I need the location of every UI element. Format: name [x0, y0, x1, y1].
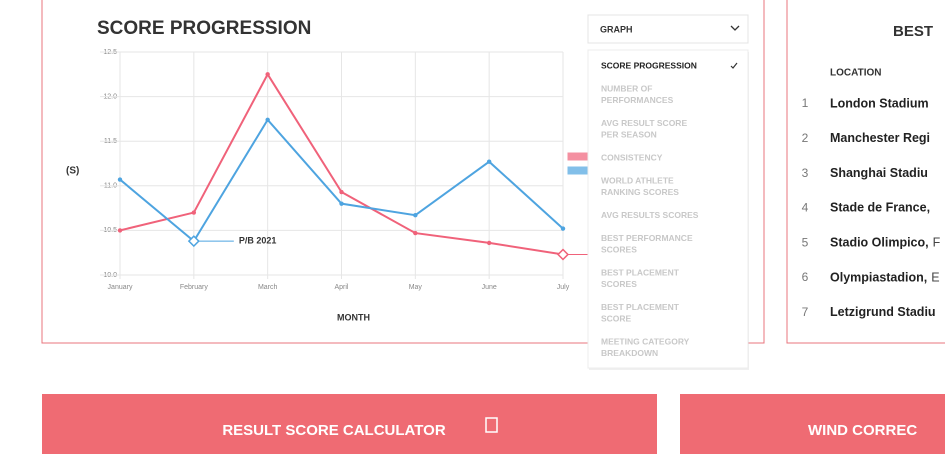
table-header: LOCATION: [830, 68, 881, 79]
dropdown-option[interactable]: PERFORMANCES: [601, 95, 674, 105]
x-tick-label: April: [334, 284, 348, 291]
point: [265, 117, 270, 122]
pb-marker: [187, 235, 200, 248]
button-label[interactable]: RESULT SCORE CALCULATOR: [222, 422, 445, 439]
rank: 1: [802, 96, 809, 110]
x-tick-label: June: [482, 284, 497, 291]
calculator-button[interactable]: [42, 394, 657, 454]
dropdown-option[interactable]: BEST PLACEMENT: [601, 267, 680, 277]
chevron: [730, 25, 740, 31]
best-card: [786, 0, 945, 344]
point: [486, 240, 492, 246]
chart-title: SCORE PROGRESSION: [97, 18, 311, 39]
dropdown-option[interactable]: BREAKDOWN: [601, 348, 658, 358]
dropdown-label: GRAPH: [600, 24, 633, 34]
annotation: P/B 2021: [239, 235, 277, 245]
x-tick-label: February: [180, 284, 209, 291]
location: Stadio Olimpico,: [830, 235, 929, 249]
dropdown-option[interactable]: AVG RESULTS SCORES: [601, 210, 699, 220]
x-tick-label: May: [409, 284, 423, 291]
button-label[interactable]: WIND CORREC: [808, 422, 917, 439]
location: London Stadium: [830, 96, 929, 110]
dropdown-option[interactable]: SCORE PROGRESSION: [601, 60, 697, 70]
point: [191, 210, 197, 215]
dropdown-option[interactable]: CONSISTENCY: [601, 152, 663, 162]
dropdown-option[interactable]: RANKING SCORES: [601, 187, 679, 197]
rank: 5: [802, 235, 809, 249]
point: [339, 201, 344, 206]
y-axis-label: (S): [66, 166, 79, 177]
location-city: E: [931, 270, 939, 284]
rank: 3: [802, 166, 809, 180]
x-axis-label: MONTH: [337, 312, 370, 322]
point: [413, 230, 418, 236]
dropdown-option[interactable]: BEST PERFORMANCE: [601, 233, 693, 243]
dropdown-option[interactable]: BEST PLACEMENT: [601, 302, 680, 312]
checkmark: [730, 62, 738, 69]
location-city: F: [933, 235, 941, 249]
point: [339, 189, 344, 195]
dropdown-option[interactable]: SCORE: [601, 313, 632, 323]
dropdown[interactable]: [587, 14, 749, 44]
dropdown-option[interactable]: MEETING CATEGORY: [601, 336, 690, 346]
location: Stade de France,: [830, 201, 930, 215]
rank: 6: [802, 270, 809, 284]
rank: 7: [802, 305, 809, 319]
point: [560, 226, 566, 231]
point: [117, 228, 123, 233]
dropdown-menu: [587, 49, 749, 369]
point: [486, 159, 492, 164]
wind-button[interactable]: [680, 394, 945, 454]
location: Manchester Regi: [830, 131, 930, 145]
x-tick-label: July: [557, 284, 570, 291]
rank: 2: [802, 131, 809, 145]
dropdown-option[interactable]: AVG RESULT SCORE: [601, 118, 687, 128]
point: [265, 72, 270, 77]
calculator-icon: [485, 417, 498, 433]
x-tick-label: January: [108, 284, 133, 291]
point: [413, 213, 418, 218]
point: [117, 177, 123, 182]
table-title: BEST: [893, 23, 933, 40]
location: Letzigrund Stadiu: [830, 305, 936, 319]
dropdown-option[interactable]: SCORES: [601, 244, 637, 254]
dropdown-option[interactable]: SCORES: [601, 279, 637, 289]
location: Shanghai Stadiu: [830, 166, 928, 180]
x-tick-label: March: [258, 284, 278, 291]
marker: [556, 248, 570, 261]
dropdown-option[interactable]: WORLD ATHLETE: [601, 175, 674, 185]
location: Olympiastadion,: [830, 270, 927, 284]
dropdown-option[interactable]: NUMBER OF: [601, 83, 652, 93]
dropdown-option[interactable]: PER SEASON: [601, 129, 657, 139]
rank: 4: [802, 201, 809, 215]
